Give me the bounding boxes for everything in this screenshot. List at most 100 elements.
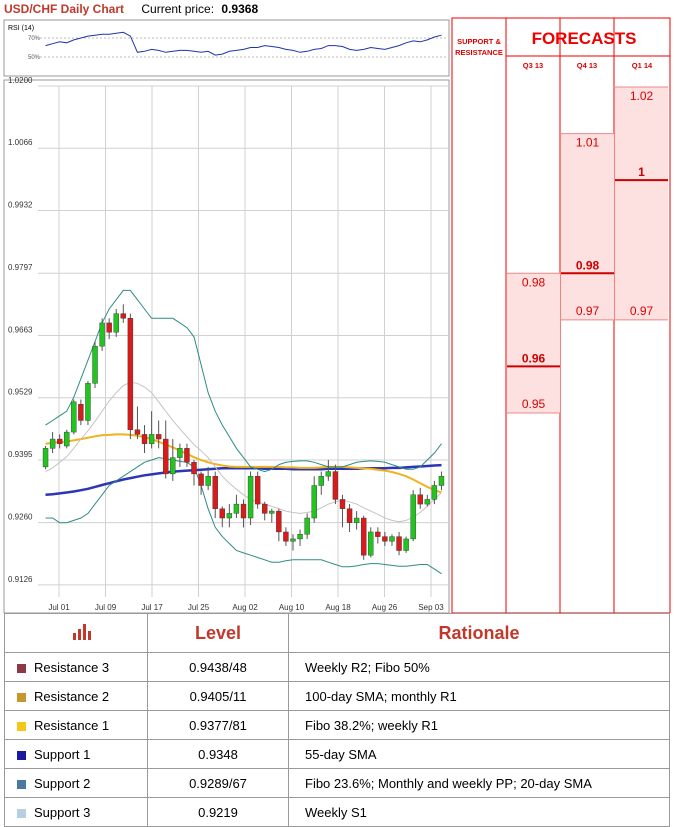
level-rationale: Weekly R2; Fibo 50% xyxy=(288,652,670,682)
forecast-high-label: 1.02 xyxy=(630,89,654,103)
level-name: Support 3 xyxy=(34,804,91,820)
candle xyxy=(205,466,211,491)
candle xyxy=(353,511,360,530)
x-tick-label: Jul 09 xyxy=(95,603,117,612)
candle-body-down xyxy=(332,471,339,500)
candle-body-up xyxy=(177,448,183,458)
x-tick-label: Aug 02 xyxy=(232,603,258,612)
bar-chart-icon xyxy=(4,613,148,653)
candle-body-down xyxy=(382,536,388,542)
forecast-high-label: 1.01 xyxy=(576,136,600,150)
level-value: 0.9405/11 xyxy=(147,681,289,711)
candle xyxy=(290,534,296,551)
candle xyxy=(78,399,84,426)
candle xyxy=(431,480,438,505)
candle-body-down xyxy=(254,476,261,505)
candle xyxy=(141,425,148,453)
candle xyxy=(389,534,395,546)
candle-body-up xyxy=(42,448,49,468)
level-rationale: 100-day SMA; monthly R1 xyxy=(288,681,670,711)
candle xyxy=(127,313,134,440)
rsi-tick-70: 70% xyxy=(28,36,41,42)
forecast-range: 0.98 0.96 0.95 xyxy=(507,272,560,414)
sma-orange-line xyxy=(45,433,442,494)
candle-body-up xyxy=(49,438,56,449)
level-color-swatch xyxy=(17,808,26,818)
forecast-range-fill xyxy=(561,133,614,320)
candle-body-down xyxy=(127,318,134,430)
candle xyxy=(368,527,374,558)
sma-grey-line xyxy=(45,381,442,523)
candle-body-down xyxy=(163,438,169,475)
candle xyxy=(212,471,218,519)
forecast-low-label: 0.97 xyxy=(630,304,654,318)
candle xyxy=(247,471,254,525)
current-price-value: 0.9368 xyxy=(221,2,259,16)
candle-body-up xyxy=(304,517,310,535)
candle-body-up xyxy=(148,434,155,444)
candle xyxy=(219,506,225,528)
candle-body-up xyxy=(368,531,374,556)
candle-body-down xyxy=(417,494,423,505)
level-rationale: Weekly S1 xyxy=(288,797,670,827)
candle xyxy=(382,531,388,546)
candle-body-up xyxy=(325,471,332,477)
level-color-swatch xyxy=(17,663,26,673)
candle xyxy=(163,420,169,479)
forecasts-title: FORECASTS xyxy=(532,29,637,48)
candle xyxy=(148,411,155,449)
candle xyxy=(339,494,346,528)
candle-body-up xyxy=(71,401,77,433)
chart-title: USD/CHF Daily Chart xyxy=(4,2,125,16)
level-name-cell: Support 2 xyxy=(4,768,148,798)
candle xyxy=(85,380,91,426)
x-tick-label: Aug 18 xyxy=(325,603,351,612)
candle xyxy=(184,443,190,467)
candle xyxy=(262,501,268,521)
y-tick-label: 1.0200 xyxy=(8,76,33,85)
candle xyxy=(177,443,183,467)
candle-body-up xyxy=(64,431,70,447)
level-rationale: Fibo 38.2%; weekly R1 xyxy=(288,710,670,740)
level-rationale: 55-day SMA xyxy=(288,739,670,769)
candle xyxy=(403,536,409,553)
chart-header: USD/CHF Daily Chart Current price: 0.936… xyxy=(4,0,258,20)
sma-blue-line xyxy=(45,463,442,497)
level-value: 0.9438/48 xyxy=(147,652,289,682)
candle xyxy=(198,471,204,495)
level-color-swatch xyxy=(17,721,26,731)
candle-body-up xyxy=(318,476,324,486)
forecast-mid-label: 0.98 xyxy=(576,258,600,272)
forecast-mid-label: 0.96 xyxy=(522,351,546,365)
candle xyxy=(297,529,303,546)
candle-body-down xyxy=(283,531,289,542)
level-name: Resistance 2 xyxy=(34,688,110,704)
candle-body-up xyxy=(410,494,416,540)
candle-body-up xyxy=(431,485,438,500)
rsi-tick-50: 50% xyxy=(28,55,41,61)
candle xyxy=(191,459,197,486)
candle xyxy=(410,490,416,542)
y-tick-label: 0.9395 xyxy=(8,450,33,459)
candle-body-down xyxy=(155,434,162,440)
bollinger-upper-line xyxy=(45,289,442,473)
candle-body-down xyxy=(198,473,204,486)
level-row: Resistance 2 0.9405/11 100-day SMA; monthl… xyxy=(4,681,670,711)
candle xyxy=(254,471,261,509)
candle xyxy=(155,420,162,449)
level-row: Support 3 0.9219 Weekly S1 xyxy=(4,797,670,827)
level-row: Resistance 1 0.9377/81 Fibo 38.2%; weekly … xyxy=(4,710,670,740)
candle-body-down xyxy=(141,434,148,444)
level-name-cell: Support 3 xyxy=(4,797,148,827)
y-tick-label: 0.9797 xyxy=(8,263,33,272)
forecast-col-label: Q4 13 xyxy=(577,61,597,70)
levels-table: Level Rationale Resistance 3 0.9438/48 Wee… xyxy=(4,613,670,827)
candle-body-up xyxy=(233,503,240,514)
candle-body-down xyxy=(339,499,346,509)
level-row: Resistance 3 0.9438/48 Weekly R2; Fibo 50% xyxy=(4,652,670,682)
bollinger-lower-line xyxy=(45,457,442,575)
candle xyxy=(42,446,49,470)
candle xyxy=(134,406,141,440)
level-name-cell: Resistance 2 xyxy=(4,681,148,711)
x-tick-label: Jul 17 xyxy=(141,603,163,612)
